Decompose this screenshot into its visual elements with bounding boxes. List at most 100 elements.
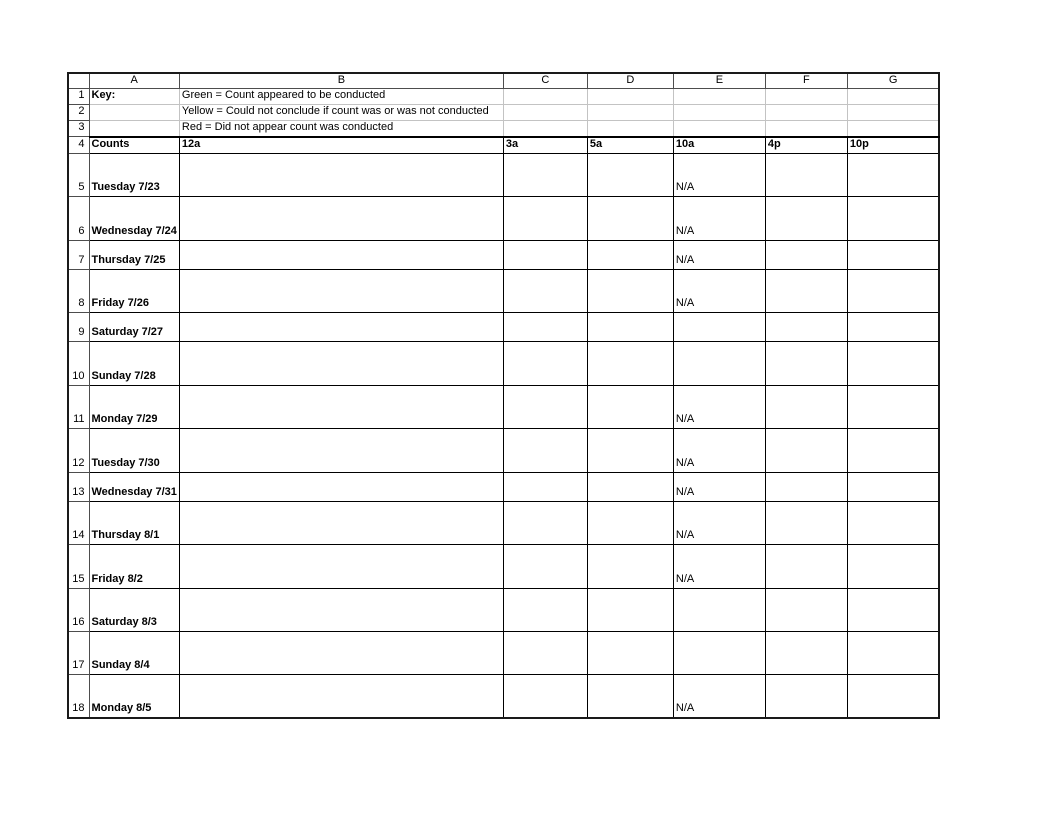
key-yellow-cell: Yellow = Could not conclude if count was… bbox=[178, 103, 504, 121]
cell-c1 bbox=[502, 87, 588, 105]
day-label-cell: Friday 8/2 bbox=[88, 543, 180, 589]
cell-c2 bbox=[502, 103, 588, 121]
row-header-7: 7 bbox=[67, 239, 90, 270]
cell-d15 bbox=[586, 543, 674, 589]
column-heading-row: A B C D E F G bbox=[67, 72, 940, 89]
cell-d12 bbox=[586, 427, 674, 473]
cell-b10 bbox=[178, 340, 504, 386]
cell-d10 bbox=[586, 340, 674, 386]
status-cell-e18: N/A bbox=[672, 673, 766, 719]
cell-f15 bbox=[764, 543, 848, 589]
cell-d13 bbox=[586, 471, 674, 502]
column-header-b: B bbox=[178, 72, 504, 89]
cell-g3 bbox=[846, 119, 940, 137]
key-row-2: 2 Yellow = Could not conclude if count w… bbox=[67, 103, 940, 121]
key-red-cell: Red = Did not appear count was conducted bbox=[178, 119, 504, 137]
column-header-e: E bbox=[672, 72, 766, 89]
cell-f9 bbox=[764, 311, 848, 342]
status-cell-e5: N/A bbox=[672, 152, 766, 197]
cell-d3 bbox=[586, 119, 674, 137]
status-cell-e13: N/A bbox=[672, 471, 766, 502]
day-row: 5 Tuesday 7/23 N/A bbox=[67, 152, 940, 197]
cell-g13 bbox=[846, 471, 940, 502]
cell-e2 bbox=[672, 103, 766, 121]
day-label-cell: Thursday 7/25 bbox=[88, 239, 180, 270]
day-label-cell: Wednesday 7/24 bbox=[88, 195, 180, 241]
cell-g2 bbox=[846, 103, 940, 121]
key-green-cell: Green = Count appeared to be conducted bbox=[178, 87, 504, 105]
day-label-cell: Thursday 8/1 bbox=[88, 500, 180, 545]
status-cell-e9 bbox=[672, 311, 766, 342]
cell-f12 bbox=[764, 427, 848, 473]
cell-c13 bbox=[502, 471, 588, 502]
cell-d18 bbox=[586, 673, 674, 719]
row-header-15: 15 bbox=[67, 543, 90, 589]
status-cell-e15: N/A bbox=[672, 543, 766, 589]
day-row: 16 Saturday 8/3 bbox=[67, 587, 940, 632]
day-row: 13 Wednesday 7/31 N/A bbox=[67, 471, 940, 502]
day-row: 14 Thursday 8/1 N/A bbox=[67, 500, 940, 545]
cell-b6 bbox=[178, 195, 504, 241]
cell-b9 bbox=[178, 311, 504, 342]
cell-b14 bbox=[178, 500, 504, 545]
row-header-3: 3 bbox=[67, 119, 90, 137]
status-cell-e17 bbox=[672, 630, 766, 675]
cell-c11 bbox=[502, 384, 588, 429]
cell-g18 bbox=[846, 673, 940, 719]
cell-d6 bbox=[586, 195, 674, 241]
counts-table: A B C D E F G 1 Key: Green = Count appea… bbox=[67, 72, 941, 719]
cell-e3 bbox=[672, 119, 766, 137]
row-header-9: 9 bbox=[67, 311, 90, 342]
time-header-3a: 3a bbox=[502, 135, 588, 154]
cell-b18 bbox=[178, 673, 504, 719]
day-label-cell: Monday 7/29 bbox=[88, 384, 180, 429]
cell-g16 bbox=[846, 587, 940, 632]
cell-f13 bbox=[764, 471, 848, 502]
cell-d2 bbox=[586, 103, 674, 121]
status-cell-e7: N/A bbox=[672, 239, 766, 270]
day-label-cell: Tuesday 7/23 bbox=[88, 152, 180, 197]
cell-b12 bbox=[178, 427, 504, 473]
cell-b7 bbox=[178, 239, 504, 270]
cell-d5 bbox=[586, 152, 674, 197]
cell-g7 bbox=[846, 239, 940, 270]
status-cell-e11: N/A bbox=[672, 384, 766, 429]
day-row: 15 Friday 8/2 N/A bbox=[67, 543, 940, 589]
cell-c6 bbox=[502, 195, 588, 241]
cell-d11 bbox=[586, 384, 674, 429]
cell-g14 bbox=[846, 500, 940, 545]
cell-f6 bbox=[764, 195, 848, 241]
day-label-cell: Tuesday 7/30 bbox=[88, 427, 180, 473]
status-cell-e6: N/A bbox=[672, 195, 766, 241]
day-row: 6 Wednesday 7/24 N/A bbox=[67, 195, 940, 241]
day-label-cell: Monday 8/5 bbox=[88, 673, 180, 719]
cell-a2 bbox=[88, 103, 180, 121]
status-cell-e14: N/A bbox=[672, 500, 766, 545]
column-header-f: F bbox=[764, 72, 848, 89]
day-label-cell: Friday 7/26 bbox=[88, 268, 180, 313]
status-cell-e10 bbox=[672, 340, 766, 386]
row-header-6: 6 bbox=[67, 195, 90, 241]
cell-g12 bbox=[846, 427, 940, 473]
day-label-cell: Sunday 7/28 bbox=[88, 340, 180, 386]
cell-d8 bbox=[586, 268, 674, 313]
cell-c5 bbox=[502, 152, 588, 197]
time-header-10p: 10p bbox=[846, 135, 940, 154]
cell-g1 bbox=[846, 87, 940, 105]
day-row: 11 Monday 7/29 N/A bbox=[67, 384, 940, 429]
cell-c14 bbox=[502, 500, 588, 545]
cell-g17 bbox=[846, 630, 940, 675]
cell-b16 bbox=[178, 587, 504, 632]
cell-f5 bbox=[764, 152, 848, 197]
column-header-c: C bbox=[502, 72, 588, 89]
cell-c3 bbox=[502, 119, 588, 137]
row-header-11: 11 bbox=[67, 384, 90, 429]
row-header-8: 8 bbox=[67, 268, 90, 313]
cell-g8 bbox=[846, 268, 940, 313]
time-header-5a: 5a bbox=[586, 135, 674, 154]
cell-f11 bbox=[764, 384, 848, 429]
cell-g11 bbox=[846, 384, 940, 429]
cell-c16 bbox=[502, 587, 588, 632]
cell-d9 bbox=[586, 311, 674, 342]
cell-b17 bbox=[178, 630, 504, 675]
